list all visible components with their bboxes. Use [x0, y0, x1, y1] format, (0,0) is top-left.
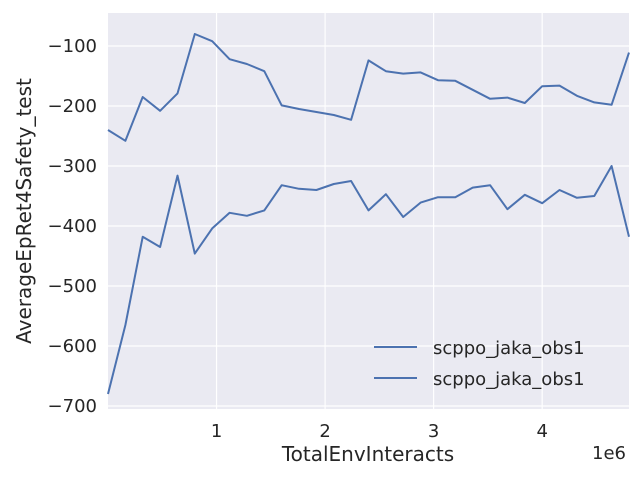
- series-line-2: [107, 165, 630, 395]
- legend: scppo_jaka_obs1 scppo_jaka_obs1: [374, 338, 585, 390]
- x-axis-offset-label: 1e6: [592, 443, 626, 464]
- y-tick-label: −400: [48, 216, 97, 237]
- y-tick-label: −700: [48, 396, 97, 417]
- y-tick-label: −200: [48, 96, 97, 117]
- x-tick-label: 4: [536, 421, 547, 442]
- series-line-1: [107, 33, 630, 142]
- series-lines: [107, 33, 630, 395]
- y-tick-label: −500: [48, 276, 97, 297]
- y-axis-label: AverageEpRet4Safety_test: [12, 78, 36, 344]
- y-tick-label: −300: [48, 156, 97, 177]
- x-tick-label: 2: [319, 421, 330, 442]
- x-axis-label: TotalEnvInteracts: [281, 442, 454, 466]
- legend-label: scppo_jaka_obs1: [433, 338, 585, 359]
- y-tick-label: −100: [48, 36, 97, 57]
- x-tick-label: 1: [211, 421, 222, 442]
- y-tick-label: −600: [48, 336, 97, 357]
- legend-label: scppo_jaka_obs1: [433, 369, 585, 390]
- y-axis-ticks: −700 −600 −500 −400 −300 −200 −100: [48, 36, 97, 417]
- x-tick-label: 3: [428, 421, 439, 442]
- x-axis-ticks: 1 2 3 4: [211, 421, 548, 442]
